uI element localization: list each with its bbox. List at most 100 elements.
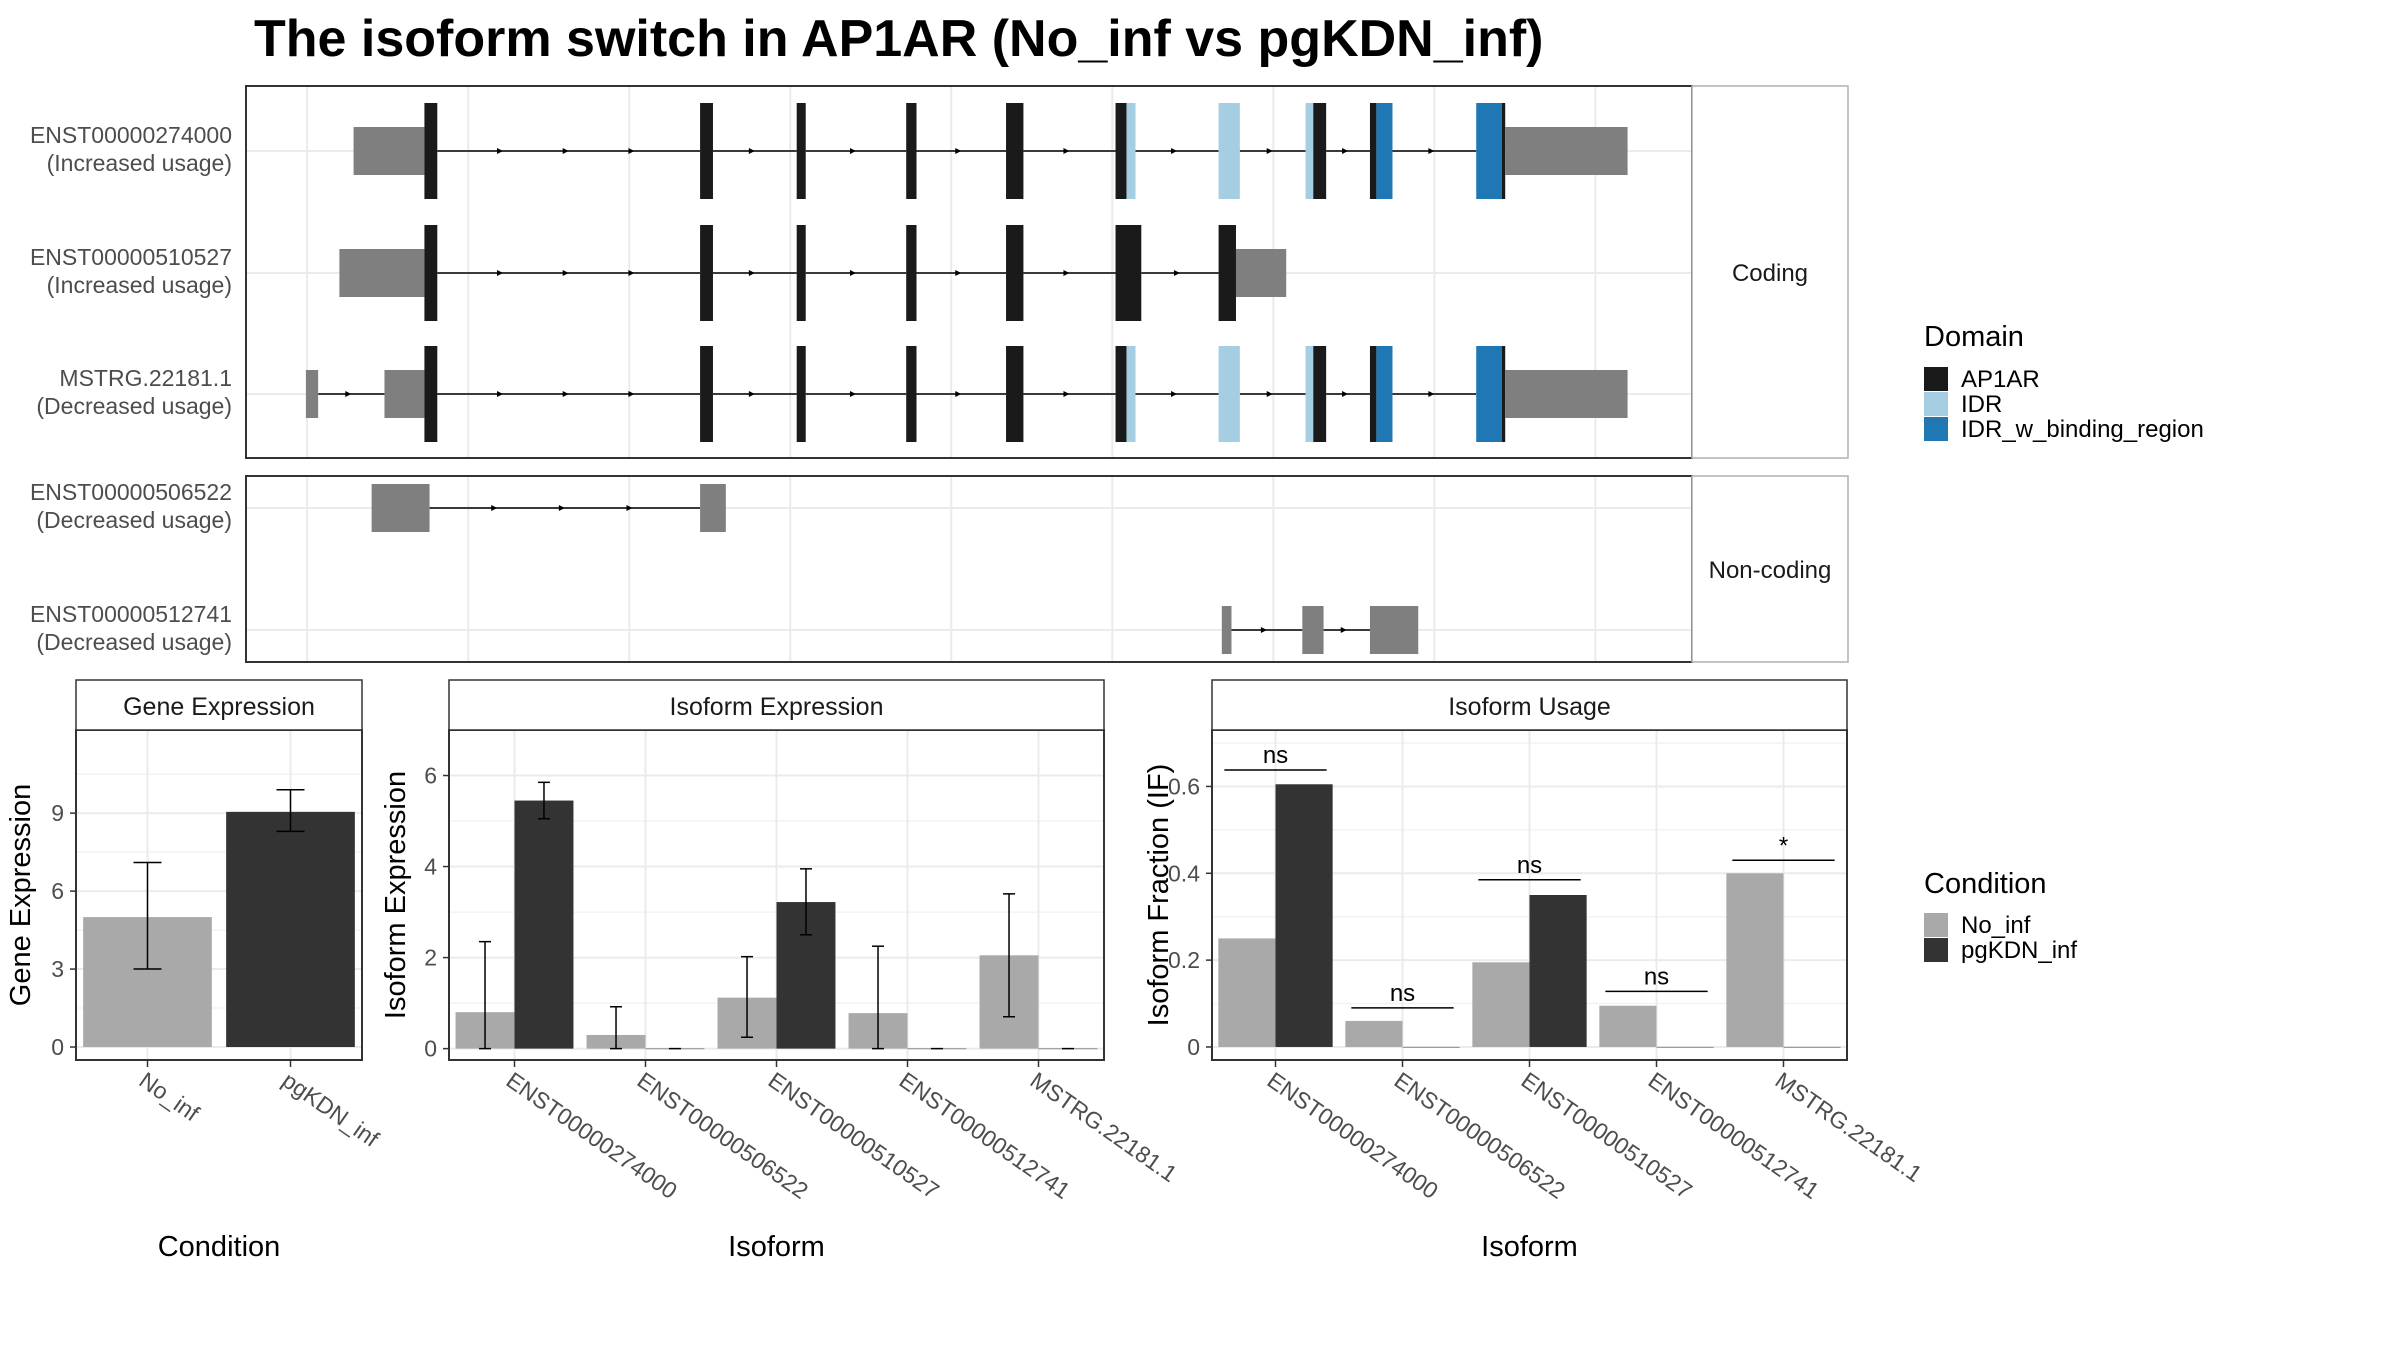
transcript-status-label: (Decreased usage) [36, 507, 232, 533]
intron-arrow-icon [1340, 627, 1347, 633]
transcript-ENST00000274000: ENST00000274000(Increased usage) [30, 103, 1628, 199]
transcript-status-label: (Increased usage) [47, 272, 232, 298]
intron-arrow-icon [562, 270, 569, 276]
intron-arrow-icon [1063, 148, 1070, 154]
legend-key-IDR [1924, 392, 1948, 416]
exon-utr [1235, 249, 1287, 297]
transcript-MSTRG.22181.1: MSTRG.22181.1(Decreased usage) [36, 346, 1628, 442]
bar-pgKDN_inf-ENST00000512741 [1656, 1046, 1714, 1048]
intron-arrow-icon [562, 391, 569, 397]
structure-facet-non-coding: Non-coding [245, 475, 1849, 663]
legend-label: No_inf [1961, 912, 2031, 939]
intron-arrow-icon [748, 148, 755, 154]
exon-domain-AP1AR [700, 346, 713, 442]
exon-domain-AP1AR [424, 346, 438, 442]
x-axis-title: Isoform [728, 1231, 825, 1263]
exon-utr [1505, 127, 1628, 175]
y-tick-label: 6 [424, 763, 437, 789]
transcript-ENST00000510527: ENST00000510527(Increased usage) [30, 225, 1287, 321]
transcript-ENST00000506522: ENST00000506522(Decreased usage) [30, 479, 726, 533]
exon-domain-IDR [1305, 346, 1314, 442]
exon-domain-AP1AR [906, 225, 917, 321]
legend-label: IDR [1961, 391, 2002, 418]
exon-domain-AP1AR [796, 225, 806, 321]
exon-domain-AP1AR [906, 103, 917, 199]
x-axis-title: Condition [158, 1231, 281, 1263]
panel-strip [1211, 679, 1848, 731]
significance-label: ns [1390, 980, 1415, 1007]
panel-strip-title: Gene Expression [123, 693, 315, 721]
panel-strip [75, 679, 363, 731]
exon-domain-AP1AR [1313, 346, 1327, 442]
intron-arrow-icon [849, 148, 856, 154]
significance-label: ns [1644, 963, 1669, 990]
y-axis-title: Isoform Expression [380, 771, 412, 1019]
exon-domain-IDR [1126, 346, 1136, 442]
y-axis-title: Isoform Fraction (IF) [1143, 764, 1175, 1027]
intron-arrow-icon [1342, 391, 1349, 397]
bar-No_inf-MSTRG.22181.1 [1726, 873, 1784, 1047]
intron-arrow-icon [849, 391, 856, 397]
y-tick-label: 2 [424, 945, 437, 971]
intron-arrow-icon [562, 148, 569, 154]
exon-domain-AP1AR [1369, 103, 1377, 199]
y-tick-label: 0.4 [1168, 860, 1200, 886]
intron-arrow-icon [491, 505, 498, 511]
bar-panels: 0 3 6 9 Gene Expression No_inf pgKDN_inf Condit… [5, 679, 1927, 1263]
exon-domain-AP1AR [1006, 225, 1024, 321]
intron-arrow-icon [1171, 391, 1178, 397]
intron-arrow-icon [628, 270, 635, 276]
exon-domain-IDR_w_binding_region [1376, 103, 1393, 199]
bar-pgKDN_inf-MSTRG.22181.1 [1783, 1046, 1841, 1048]
bar-No_inf-ENST00000512741 [1599, 1005, 1657, 1047]
intron-arrow-icon [626, 505, 633, 511]
intron-arrow-icon [955, 391, 962, 397]
facet-strip-label: Non-coding [1709, 557, 1832, 584]
bar-pgKDN_inf-ENST00000274000 [1275, 784, 1333, 1047]
exon-domain-AP1AR [1006, 346, 1024, 442]
y-tick-label: 4 [424, 854, 437, 880]
intron-arrow-icon [748, 270, 755, 276]
intron-arrow-icon [955, 148, 962, 154]
x-tick-label: No_inf [135, 1067, 205, 1127]
intron-arrow-icon [1428, 391, 1435, 397]
transcript-id-label: MSTRG.22181.1 [59, 365, 232, 391]
facet-strip [1691, 475, 1849, 663]
exon-domain-IDR_w_binding_region [1376, 346, 1393, 442]
intron-arrow-icon [628, 148, 635, 154]
legend-key-AP1AR [1924, 367, 1948, 391]
bar-pgKDN_inf-ENST00000510527 [1529, 895, 1587, 1047]
exon-domain-AP1AR [1115, 103, 1127, 199]
exon-domain-AP1AR [1369, 346, 1377, 442]
exon-domain-AP1AR [1115, 225, 1142, 321]
intron-arrow-icon [1063, 391, 1070, 397]
exon-domain-AP1AR [1006, 103, 1024, 199]
y-tick-label: 0.6 [1168, 773, 1200, 799]
transcript-id-label: ENST00000274000 [30, 122, 232, 148]
y-tick-label: 0 [1187, 1034, 1200, 1060]
intron-arrow-icon [1342, 148, 1349, 154]
exon-domain-IDR [1305, 103, 1314, 199]
bar-No_inf-ENST00000274000 [1218, 938, 1276, 1047]
figure-title: The isoform switch in AP1AR (No_inf vs p… [254, 10, 1544, 68]
y-tick-label: 9 [51, 800, 64, 826]
intron-arrow-icon [1260, 627, 1267, 633]
isoform-structure-plot: CodingNon-codingENST00000274000(Increase… [30, 85, 1849, 663]
intron-arrow-icon [849, 270, 856, 276]
legend-label: IDR_w_binding_region [1961, 416, 2204, 443]
significance-label: * [1779, 832, 1788, 859]
exon-utr [1505, 370, 1628, 418]
x-tick-label: pgKDN_inf [278, 1067, 385, 1152]
exon-utr [353, 127, 425, 175]
facet-panel-background [246, 476, 1692, 662]
panel-gene-expression: 0 3 6 9 Gene Expression No_inf pgKDN_inf Condit… [5, 679, 385, 1263]
exon-domain-AP1AR [906, 346, 917, 442]
transcript-id-label: ENST00000510527 [30, 244, 232, 270]
significance-label: ns [1517, 852, 1542, 879]
intron-arrow-icon [1266, 148, 1273, 154]
